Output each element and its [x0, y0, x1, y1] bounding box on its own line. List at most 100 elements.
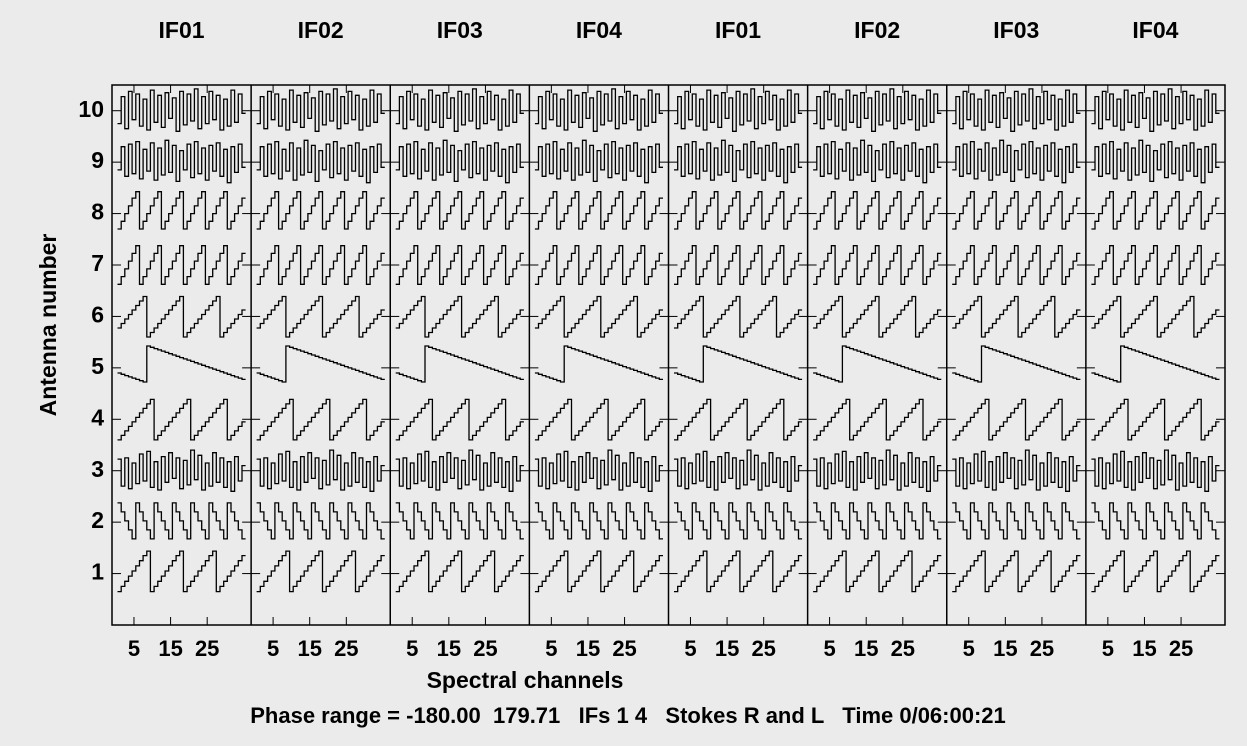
- phase-trace: [117, 502, 246, 540]
- phase-trace: [1091, 398, 1220, 441]
- phase-trace: [395, 398, 524, 441]
- phase-trace: [256, 88, 385, 132]
- panel-title: IF02: [298, 17, 344, 43]
- y-axis-label: Antenna number: [35, 234, 61, 417]
- phase-trace: [117, 550, 246, 593]
- phase-trace: [395, 88, 524, 132]
- phase-trace: [117, 449, 246, 492]
- phase-trace: [813, 88, 942, 132]
- x-tick-label: 15: [297, 636, 321, 661]
- phase-trace: [534, 398, 663, 441]
- phase-trace: [534, 191, 663, 230]
- y-tick-label: 1: [91, 559, 104, 585]
- phase-trace: [1091, 88, 1220, 132]
- x-tick-label: 25: [1030, 636, 1054, 661]
- x-tick-label: 25: [612, 636, 636, 661]
- phase-trace: [674, 139, 803, 184]
- panel-title: IF01: [159, 17, 205, 43]
- phase-trace: [534, 295, 663, 338]
- phase-trace: [256, 398, 385, 441]
- panel-title: IF03: [993, 17, 1039, 43]
- phase-trace: [256, 139, 385, 184]
- y-tick-label: 5: [91, 353, 104, 379]
- phase-trace: [256, 449, 385, 492]
- phase-trace: [256, 191, 385, 230]
- phase-trace: [1091, 139, 1220, 184]
- panel-title: IF02: [854, 17, 900, 43]
- phase-trace: [395, 550, 524, 593]
- x-tick-label: 5: [963, 636, 975, 661]
- phase-trace: [952, 449, 1081, 492]
- x-tick-label: 15: [437, 636, 461, 661]
- x-tick-label: 15: [993, 636, 1017, 661]
- phase-trace: [952, 398, 1081, 441]
- x-tick-label: 15: [715, 636, 739, 661]
- phase-trace: [395, 139, 524, 184]
- phase-trace: [256, 295, 385, 338]
- phase-trace: [256, 245, 385, 285]
- y-tick-label: 7: [91, 250, 104, 276]
- y-tick-label: 8: [91, 199, 104, 225]
- phase-trace: [952, 245, 1081, 285]
- x-tick-label: 25: [195, 636, 219, 661]
- phase-trace: [813, 449, 942, 492]
- x-tick-label: 5: [128, 636, 140, 661]
- phase-trace: [117, 139, 246, 184]
- phase-trace: [674, 449, 803, 492]
- phase-trace: [534, 345, 663, 383]
- phase-trace: [534, 139, 663, 184]
- phase-trace: [395, 245, 524, 285]
- panel-title: IF01: [715, 17, 761, 43]
- x-tick-label: 25: [473, 636, 497, 661]
- phase-trace: [952, 88, 1081, 132]
- phase-trace: [117, 245, 246, 285]
- phase-trace: [117, 295, 246, 338]
- x-tick-label: 25: [334, 636, 358, 661]
- phase-trace: [813, 398, 942, 441]
- phase-trace: [1091, 295, 1220, 338]
- x-tick-label: 5: [1102, 636, 1114, 661]
- phase-trace: [1091, 502, 1220, 540]
- phase-trace: [534, 88, 663, 132]
- phase-trace: [117, 191, 246, 230]
- x-tick-label: 5: [684, 636, 696, 661]
- phase-trace: [1091, 345, 1220, 383]
- phase-trace: [813, 295, 942, 338]
- footer: Phase range = -180.00 179.71 IFs 1 4 Sto…: [250, 703, 1006, 728]
- phase-trace: [395, 502, 524, 540]
- x-tick-label: 15: [854, 636, 878, 661]
- panel-title: IF04: [576, 17, 622, 43]
- x-axis-label: Spectral channels: [427, 667, 624, 693]
- phase-trace: [813, 245, 942, 285]
- x-tick-label: 15: [1132, 636, 1156, 661]
- phase-trace: [674, 502, 803, 540]
- phase-trace: [674, 88, 803, 132]
- phase-trace: [674, 245, 803, 285]
- phase-trace: [117, 345, 246, 383]
- x-tick-label: 25: [751, 636, 775, 661]
- phase-trace: [534, 449, 663, 492]
- phase-trace: [674, 295, 803, 338]
- phase-trace: [674, 398, 803, 441]
- phase-trace: [534, 502, 663, 540]
- panel-title: IF03: [437, 17, 483, 43]
- x-tick-label: 5: [267, 636, 279, 661]
- y-tick-label: 2: [91, 507, 104, 533]
- x-tick-label: 15: [158, 636, 182, 661]
- x-tick-label: 25: [1169, 636, 1193, 661]
- phase-trace: [1091, 449, 1220, 492]
- phase-trace: [117, 398, 246, 441]
- phase-trace: [674, 191, 803, 230]
- phase-trace: [534, 245, 663, 285]
- phase-trace: [952, 139, 1081, 184]
- phase-trace: [1091, 245, 1220, 285]
- phase-trace: [674, 550, 803, 593]
- x-tick-label: 5: [545, 636, 557, 661]
- y-tick-label: 4: [91, 404, 104, 430]
- phase-trace: [813, 502, 942, 540]
- x-tick-label: 15: [576, 636, 600, 661]
- phase-trace: [256, 550, 385, 593]
- phase-trace: [813, 191, 942, 230]
- phase-trace: [952, 502, 1081, 540]
- phase-trace: [395, 191, 524, 230]
